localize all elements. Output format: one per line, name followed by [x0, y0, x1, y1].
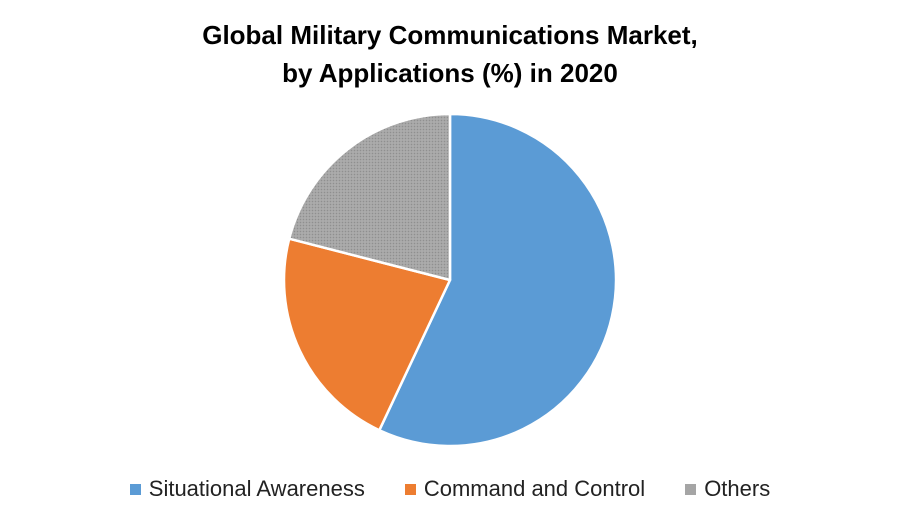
legend-label: Command and Control	[423, 476, 646, 501]
legend-swatch	[404, 483, 416, 495]
pie-slice-others	[287, 112, 452, 282]
pie-slice-situational-awareness	[378, 112, 618, 448]
chart-title-line-2: by Applications (%) in 2020	[282, 58, 618, 88]
legend-swatch	[685, 483, 697, 495]
legend-label: Others	[704, 476, 771, 501]
legend-label: Situational Awareness	[148, 476, 365, 501]
legend-item-others: Others	[685, 476, 770, 502]
legend-item-situational-awareness: Situational Awareness	[129, 476, 365, 502]
legend-item-command-and-control: Command and Control	[404, 476, 646, 502]
pie-slice-command-and-control	[282, 237, 452, 432]
legend-swatch	[129, 483, 141, 495]
legend: Situational Awareness Command and Control…	[0, 476, 900, 502]
chart-title-line-1: Global Military Communications Market,	[202, 20, 698, 50]
